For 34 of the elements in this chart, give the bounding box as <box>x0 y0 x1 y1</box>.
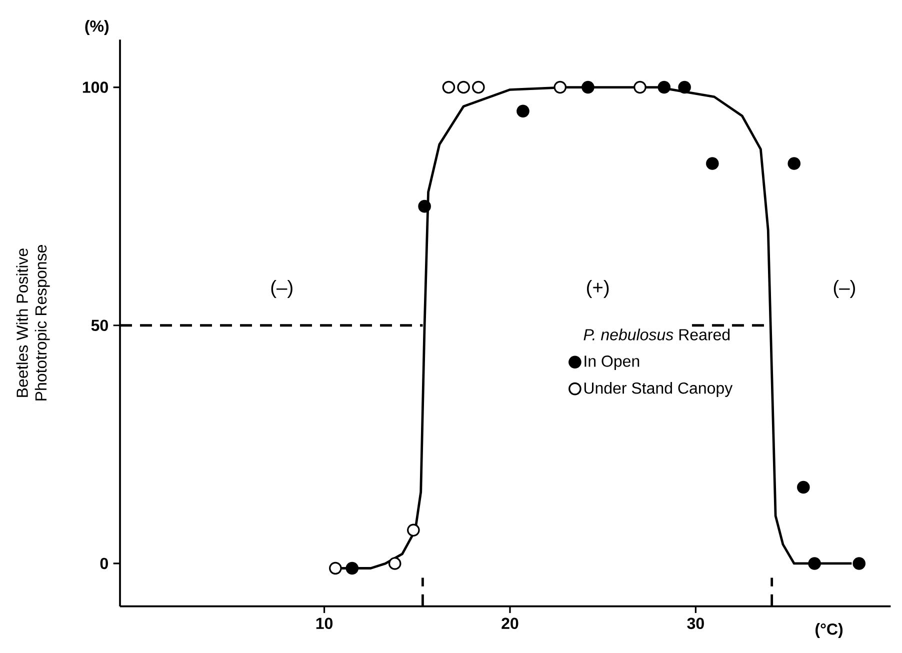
annotation: (–) <box>834 280 855 298</box>
point <box>808 557 821 570</box>
annotation: (+) <box>587 280 609 298</box>
point <box>418 200 431 213</box>
point <box>329 562 342 575</box>
point <box>582 80 594 94</box>
point <box>658 80 671 94</box>
y-tick-label: 50 <box>91 320 108 332</box>
point <box>472 80 485 94</box>
x-axis-title: (°C) <box>816 623 843 638</box>
annotation: (–) <box>271 280 292 298</box>
point <box>388 557 402 570</box>
point <box>516 104 530 118</box>
y-axis-title: Beetles With Positive Phototropic Response <box>16 245 50 400</box>
point <box>457 80 470 94</box>
text: (%) <box>85 20 109 35</box>
x-tick-label: 20 <box>502 618 518 630</box>
point <box>407 524 420 537</box>
point <box>346 562 359 575</box>
legend-title: P. nebulosus Reared <box>584 328 730 340</box>
point <box>788 157 801 170</box>
point <box>442 80 456 94</box>
x-tick-label: 30 <box>687 618 704 630</box>
y-tick-label: 100 <box>82 82 108 93</box>
y-tick-label: 0 <box>100 558 108 570</box>
point <box>706 157 719 170</box>
point <box>554 80 567 94</box>
point <box>852 557 866 570</box>
x-tick-label: 10 <box>316 618 333 630</box>
legend-label: In Open <box>584 356 640 370</box>
point <box>678 80 691 94</box>
point <box>797 480 810 494</box>
point <box>634 80 646 94</box>
legend-label: Under Stand Canopy <box>584 382 733 397</box>
